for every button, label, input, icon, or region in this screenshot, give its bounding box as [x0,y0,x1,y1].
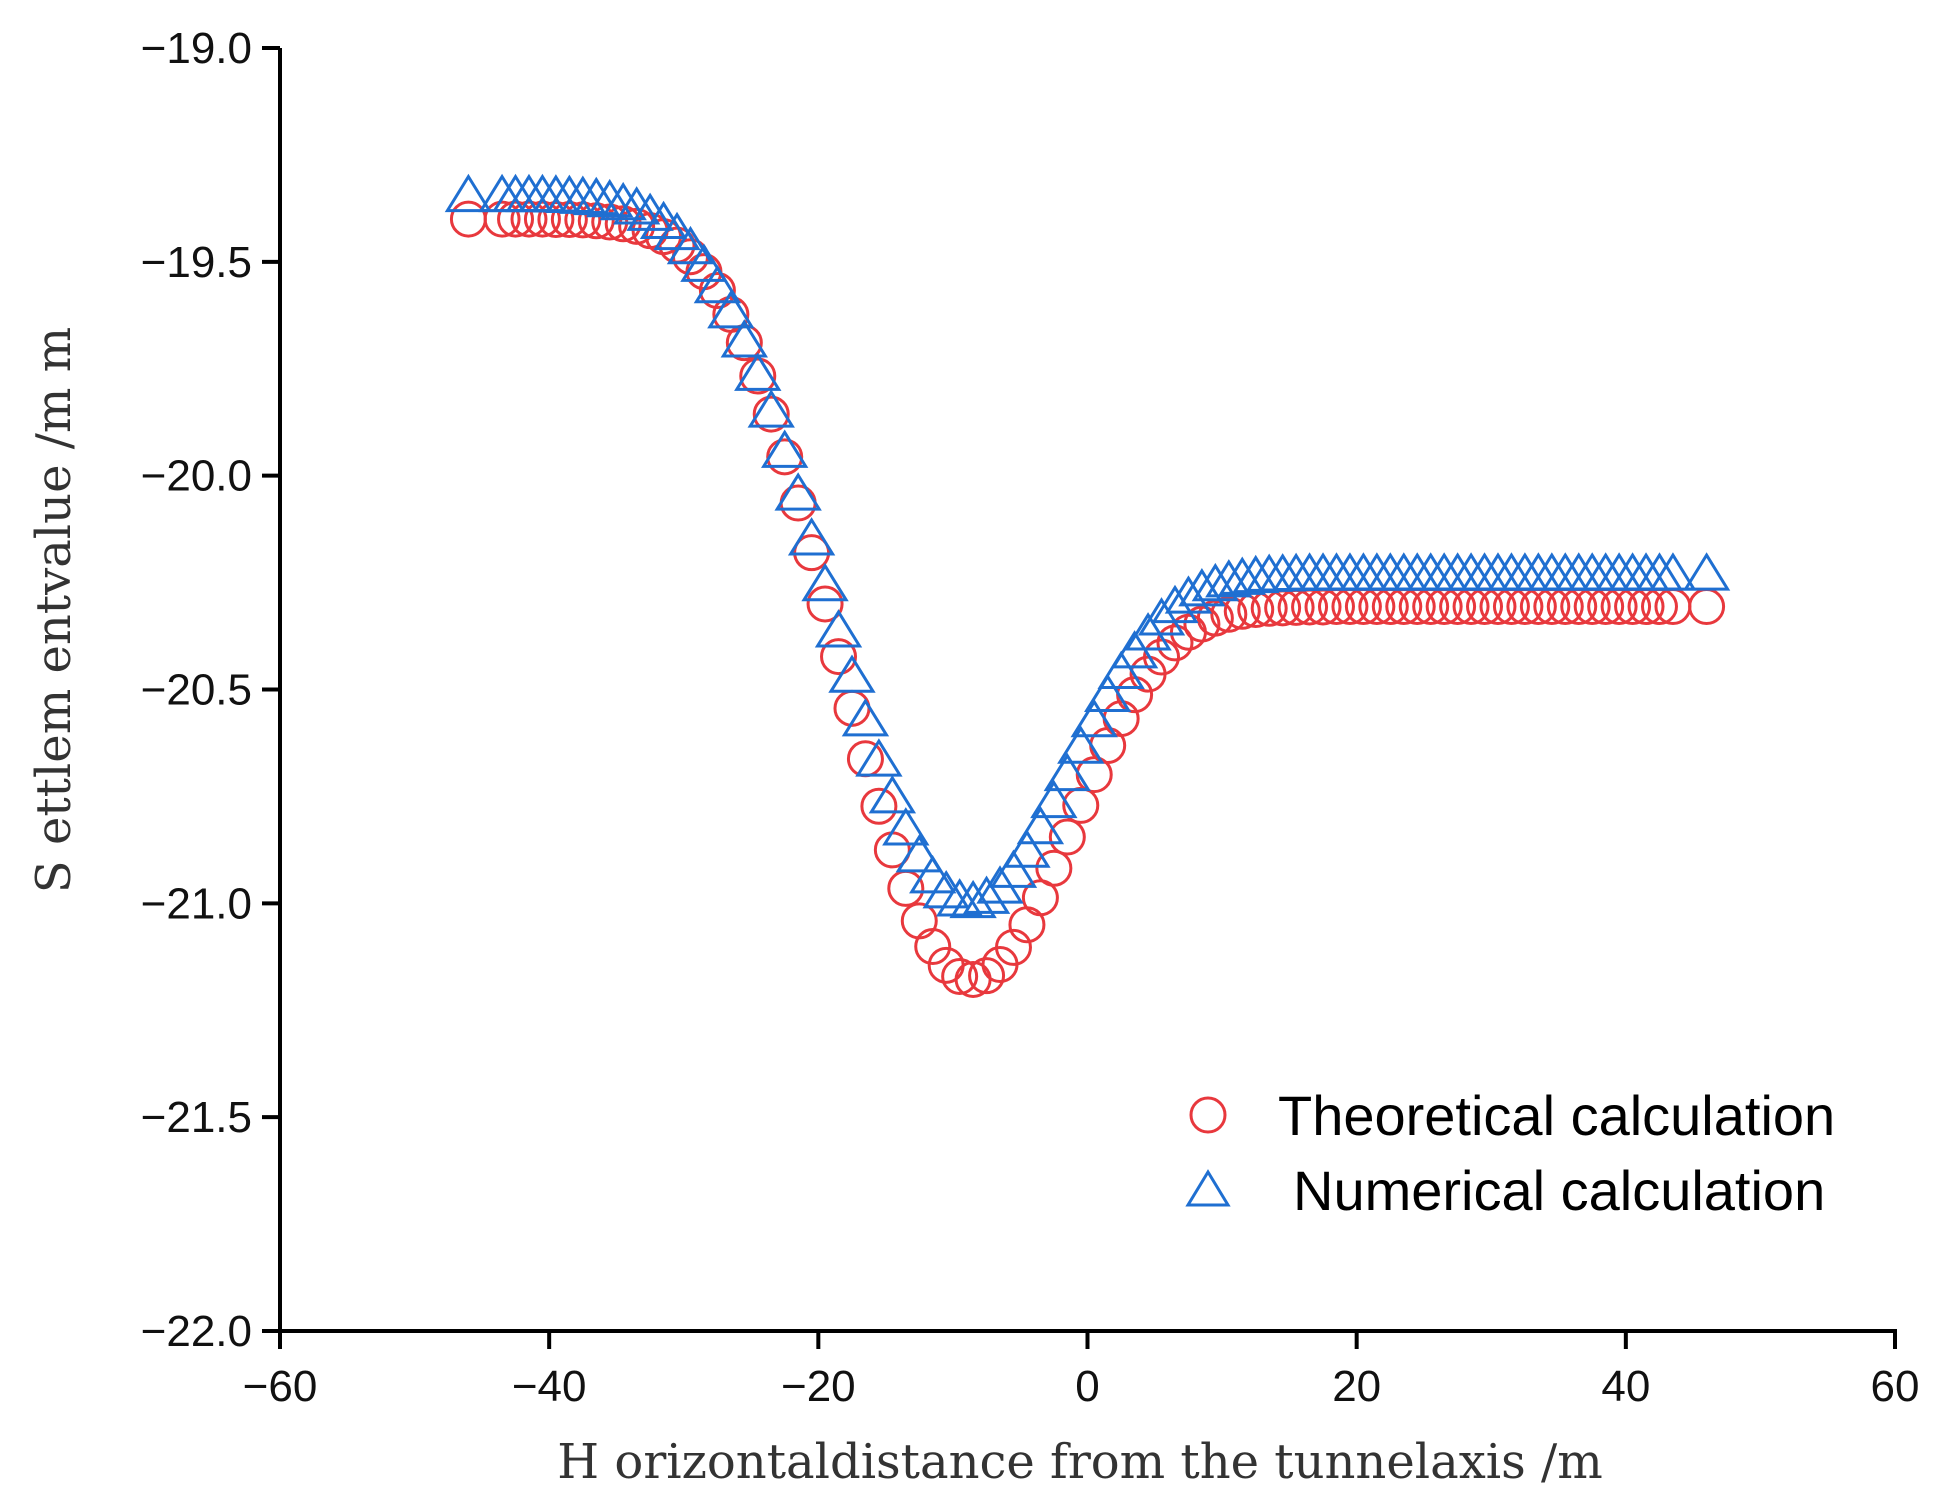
y-tick-label: −20.0 [141,452,252,501]
numerical-point [680,243,728,282]
theoretical-point [1143,638,1181,676]
numerical-point [599,181,647,221]
theoretical-point [449,200,487,238]
theoretical-point [537,200,575,238]
numerical-point [855,738,903,777]
theoretical-point [860,787,898,825]
numerical-point [1124,612,1172,651]
y-tick-label: −22.0 [141,1307,252,1356]
series-layer [444,173,1731,998]
numerical-point [801,562,849,602]
theoretical-point [483,200,521,238]
numerical-point [868,775,917,814]
y-tick-label: −19.0 [141,24,252,73]
numerical-point [1030,779,1078,819]
numerical-point [1070,698,1118,738]
y-tick-label: −21.5 [141,1093,252,1142]
numerical-point [1218,556,1266,595]
numerical-point [814,609,863,648]
numerical-point [760,429,809,468]
theoretical-point [1035,849,1073,887]
theoretical-point [994,928,1032,966]
numerical-point [612,186,661,225]
theoretical-point [752,395,790,433]
numerical-point [1649,552,1697,591]
numerical-point [989,849,1038,888]
theoretical-point [523,200,561,238]
theoretical-point [766,438,804,476]
y-ticks: −19.0 −19.5 −20.0 −20.5 −21.0 −21.5 −22.0 [141,24,280,1356]
theoretical-point [510,200,548,238]
numerical-point [882,807,930,846]
numerical-point [1205,559,1253,598]
theoretical-point [1089,727,1127,765]
numerical-point [895,834,943,873]
numerical-point [1682,552,1731,591]
numerical-point [707,290,755,329]
theoretical-point [497,200,535,238]
numerical-point [720,319,769,358]
numerical-point [1016,805,1065,845]
numerical-point [949,879,997,919]
theoretical-point [739,357,777,395]
y-axis-title: S ettlem entvalue /m m [26,327,82,893]
theoretical-point [941,957,979,995]
numerical-point [787,517,836,556]
legend: Theoretical calculation Numerical calcul… [1185,1084,1835,1222]
numerical-point [774,472,822,511]
legend-circle-marker [1189,1096,1227,1134]
numerical-point [626,192,674,231]
x-axis-title: H orizontaldistance from the tunnelaxis … [557,1434,1602,1490]
numerical-point [1097,650,1145,689]
numerical-point [666,225,715,265]
numerical-point [1191,562,1240,602]
y-tick-label: −19.5 [141,238,252,287]
y-tick-label: −20.5 [141,666,252,715]
numerical-point [1043,752,1092,792]
theoretical-point [1048,818,1086,856]
legend-label-theoretical: Theoretical calculation [1278,1084,1835,1147]
numerical-point [962,875,1011,914]
theoretical-point [779,484,817,522]
theoretical-point [846,740,884,778]
numerical-point [1083,673,1132,713]
y-tick-label: −21.0 [141,879,252,928]
x-tick-label: −60 [243,1362,318,1411]
numerical-point [734,352,782,391]
x-tick-label: 40 [1601,1362,1650,1411]
theoretical-point [887,869,925,907]
numerical-point [747,389,795,428]
x-tick-label: −20 [781,1362,856,1411]
numerical-point [922,869,970,909]
numerical-point [1137,597,1186,636]
x-ticks: −60 −40 −20 0 20 40 60 [243,1331,1920,1411]
numerical-point [693,264,742,304]
x-tick-label: −40 [512,1362,587,1411]
x-tick-label: 0 [1075,1362,1099,1411]
numerical-point [444,173,493,213]
numerical-point [586,178,634,218]
theoretical-point [1688,588,1726,626]
numerical-point [572,176,620,216]
numerical-point [1003,829,1051,868]
theoretical-point [900,902,938,940]
theoretical-point [806,585,844,623]
legend-label-numerical: Numerical calculation [1293,1159,1825,1222]
theoretical-point [820,638,858,676]
numerical-point [828,654,876,693]
theoretical-point [968,957,1006,995]
numerical-point [841,698,890,737]
theoretical-point [1156,624,1194,662]
numerical-point [1057,725,1105,764]
x-tick-label: 20 [1332,1362,1381,1411]
theoretical-point [698,271,736,309]
x-tick-label: 60 [1871,1362,1920,1411]
legend-triangle-marker [1185,1169,1231,1207]
numerical-point [935,878,984,917]
theoretical-point [914,928,952,966]
